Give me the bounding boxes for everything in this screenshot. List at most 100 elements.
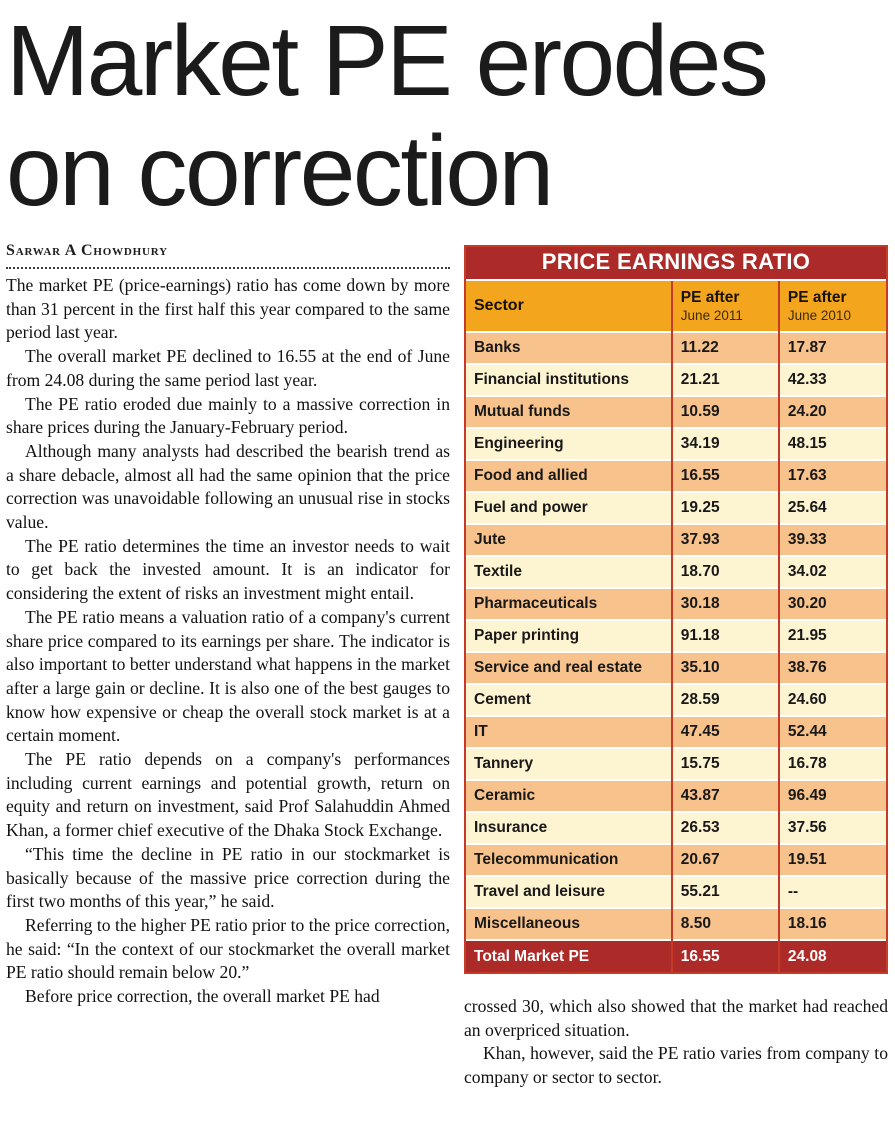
sector-cell: Paper printing [466,619,672,652]
table-row: Pharmaceuticals 30.18 30.20 [466,587,886,620]
headline: Market PE erodes on correction [6,0,888,226]
pe-2011-cell: 37.93 [670,523,779,556]
article-column: Sarwar A Chowdhury The market PE (price-… [6,242,450,1090]
pe-2011-cell: 28.59 [670,683,779,716]
pe-2011-cell: 43.87 [670,779,779,812]
pe-2011-cell: 18.70 [670,555,779,588]
total-row: Total Market PE 16.55 24.08 [466,939,886,972]
sector-cell: IT [466,715,672,748]
table-row: Engineering 34.19 48.15 [466,427,886,460]
article-paragraph: The overall market PE declined to 16.55 … [6,346,450,390]
pe-2010-cell: 38.76 [777,651,886,684]
sector-cell: Financial institutions [466,363,672,396]
pe-2011-cell: 26.53 [670,811,779,844]
headline-line-2: on correction [6,115,554,227]
article-paragraph: The PE ratio means a valuation ratio of … [6,606,450,746]
pe-2010-cell: 34.02 [777,555,886,588]
table-row: Service and real estate 35.10 38.76 [466,651,886,684]
table-row: Banks 11.22 17.87 [466,331,886,364]
sector-cell: Engineering [466,427,672,460]
pe-2010-cell: 24.20 [777,395,886,428]
pe-2010-cell: 19.51 [777,843,886,876]
pe-2010-cell: 18.16 [777,907,886,940]
pe-2011-cell: 30.18 [670,587,779,620]
pe-2010-cell: 48.15 [777,427,886,460]
col-header-pe-2010-sublabel: June 2010 [787,307,851,323]
sector-cell: Fuel and power [466,491,672,524]
pe-2011-cell: 91.18 [670,619,779,652]
total-label: Total Market PE [466,939,672,972]
sector-cell: Textile [466,555,672,588]
sector-cell: Service and real estate [466,651,672,684]
pe-2011-cell: 35.10 [670,651,779,684]
pe-2010-cell: 52.44 [777,715,886,748]
article-paragraph: crossed 30, which also showed that the m… [464,996,888,1040]
article-paragraph: “This time the decline in PE ratio in ou… [6,843,450,912]
pe-2010-cell: 30.20 [777,587,886,620]
sector-cell: Insurance [466,811,672,844]
headline-line-1: Market PE erodes [6,5,769,117]
pe-2011-cell: 20.67 [670,843,779,876]
pe-2011-cell: 8.50 [670,907,779,940]
pe-table-body: Banks 11.22 17.87 Financial institutions 21.… [466,331,886,940]
sector-cell: Tannery [466,747,672,780]
table-row: Tannery 15.75 16.78 [466,747,886,780]
pe-table-title: PRICE EARNINGS RATIO [466,247,886,279]
article-continuation: crossed 30, which also showed that the m… [464,995,888,1090]
sector-cell: Cement [466,683,672,716]
article-paragraph: Khan, however, said the PE ratio varies … [464,1043,888,1088]
article-paragraph: Although many analysts had described the… [6,440,450,533]
article-paragraph: The PE ratio eroded due mainly to a mass… [6,393,450,438]
table-row: Travel and leisure 55.21 -- [466,875,886,908]
col-header-pe-2011-sublabel: June 2011 [680,307,743,323]
pe-2010-cell: 17.63 [777,459,886,492]
article-columns: Sarwar A Chowdhury The market PE (price-… [6,242,888,1090]
article-paragraph: The PE ratio determines the time an inve… [6,535,450,604]
sector-cell: Miscellaneous [466,907,672,940]
table-row: Mutual funds 10.59 24.20 [466,395,886,428]
pe-2010-cell: 42.33 [777,363,886,396]
pe-2011-cell: 34.19 [670,427,779,460]
table-row: Jute 37.93 39.33 [466,523,886,556]
col-header-pe-2011: PE after June 2011 [670,279,779,332]
pe-2010-cell: 39.33 [777,523,886,556]
pe-data-table: Sector PE after June 2011 PE after June … [466,279,886,972]
total-pe-2011: 16.55 [670,939,779,972]
pe-2010-cell: 16.78 [777,747,886,780]
col-header-sector: Sector [466,279,672,332]
table-row: Fuel and power 19.25 25.64 [466,491,886,524]
pe-2010-cell: -- [777,875,886,908]
pe-2011-cell: 55.21 [670,875,779,908]
table-row: Textile 18.70 34.02 [466,555,886,588]
sector-cell: Mutual funds [466,395,672,428]
pe-2011-cell: 21.21 [670,363,779,396]
table-row: Financial institutions 21.21 42.33 [466,363,886,396]
table-header-row: Sector PE after June 2011 PE after June … [466,279,886,332]
pe-2011-cell: 11.22 [670,331,779,364]
table-row: IT 47.45 52.44 [466,715,886,748]
table-row: Miscellaneous 8.50 18.16 [466,907,886,940]
article-paragraph: The market PE (price-earnings) ratio has… [6,275,450,343]
byline-divider [6,260,450,269]
col-header-pe-2010: PE after June 2010 [777,279,886,332]
sector-cell: Food and allied [466,459,672,492]
table-row: Ceramic 43.87 96.49 [466,779,886,812]
pe-2011-cell: 10.59 [670,395,779,428]
total-pe-2010: 24.08 [777,939,886,972]
table-column: PRICE EARNINGS RATIO Sector PE after Jun… [464,242,888,1090]
table-row: Telecommunication 20.67 19.51 [466,843,886,876]
article-paragraph: The PE ratio depends on a company's perf… [6,749,450,841]
pe-2011-cell: 19.25 [670,491,779,524]
pe-2010-cell: 24.60 [777,683,886,716]
sector-cell: Pharmaceuticals [466,587,672,620]
col-header-pe-2010-label: PE after [787,289,847,307]
pe-2010-cell: 21.95 [777,619,886,652]
pe-table: PRICE EARNINGS RATIO Sector PE after Jun… [464,245,888,974]
article-body: The market PE (price-earnings) ratio has… [6,274,450,1009]
sector-cell: Telecommunication [466,843,672,876]
pe-2011-cell: 16.55 [670,459,779,492]
article-paragraph: Referring to the higher PE ratio prior t… [6,914,450,983]
sector-cell: Jute [466,523,672,556]
table-row: Paper printing 91.18 21.95 [466,619,886,652]
